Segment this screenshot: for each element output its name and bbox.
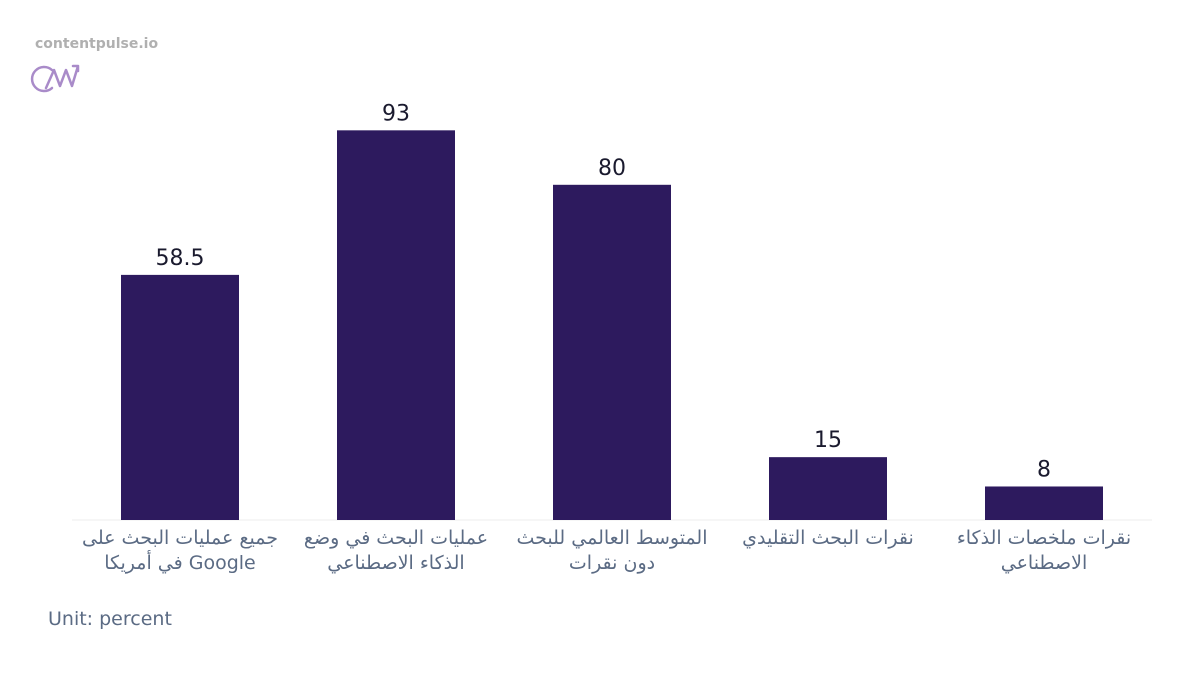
x-tick-label: نقرات ملخصات الذكاء الاصطناعي: [956, 527, 1132, 574]
value-label: 80: [598, 156, 626, 181]
bar: [337, 130, 455, 520]
value-label: 58.5: [156, 246, 205, 271]
x-tick-label: عمليات البحث في وضع الذكاء الاصطناعي: [303, 527, 489, 574]
logo: [30, 64, 80, 93]
bar: [121, 274, 239, 520]
unit-note: Unit: percent: [48, 608, 172, 630]
x-tick-label: المتوسط العالمي للبحث دون نقرات: [516, 527, 708, 574]
x-tick-label: نقرات البحث التقليدي: [742, 527, 914, 549]
x-tick-label: جميع عمليات البحث على Google في أمريكا: [82, 527, 278, 574]
value-label: 15: [814, 428, 842, 453]
value-label: 93: [382, 101, 410, 126]
bar: [769, 457, 887, 520]
value-label: 8: [1037, 457, 1051, 482]
brand: contentpulse.io: [35, 36, 159, 52]
bar: [985, 486, 1103, 520]
bar: [553, 184, 671, 521]
